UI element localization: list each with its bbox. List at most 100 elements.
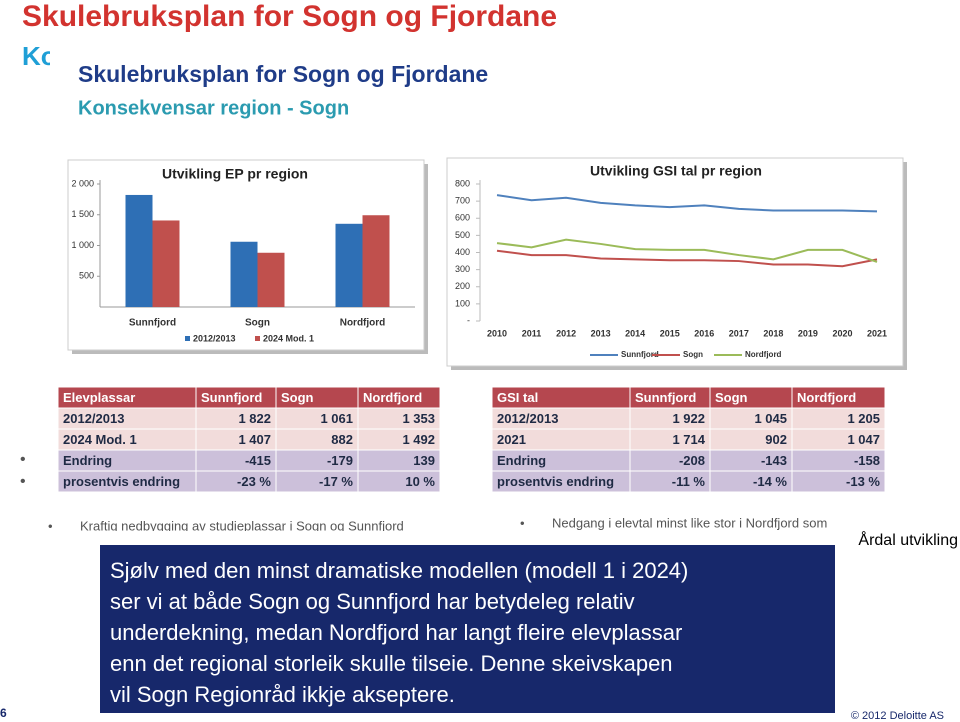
x-tick-label: 2014 bbox=[625, 328, 645, 338]
bullet-text: Nedgang i elevtal minst like stor i Nord… bbox=[552, 515, 827, 530]
callout-line: ser vi at både Sogn og Sunnfjord har bet… bbox=[110, 589, 635, 614]
x-tick-label: 2018 bbox=[763, 328, 783, 338]
table-cell-text: -143 bbox=[761, 453, 787, 468]
y-tick-label: 200 bbox=[455, 281, 470, 291]
legend-swatch bbox=[255, 336, 260, 341]
bullet: • bbox=[20, 451, 26, 468]
x-tick-label: 2015 bbox=[660, 328, 680, 338]
table-cell-text: 1 714 bbox=[672, 432, 705, 447]
bullet: • bbox=[520, 515, 525, 530]
table-cell-text: -208 bbox=[679, 453, 705, 468]
table-cell-text: 2024 Mod. 1 bbox=[63, 432, 137, 447]
chart-title: Utvikling GSI tal pr region bbox=[590, 163, 762, 179]
y-tick-label: 300 bbox=[455, 264, 470, 274]
page-number: 6 bbox=[0, 706, 7, 720]
table-cell-text: 1 492 bbox=[402, 432, 435, 447]
y-tick-label: 500 bbox=[79, 271, 94, 281]
x-tick-label: 2013 bbox=[591, 328, 611, 338]
table-cell-text: 1 922 bbox=[672, 411, 705, 426]
bar bbox=[125, 194, 153, 307]
x-tick-label: 2012 bbox=[556, 328, 576, 338]
table-cell bbox=[357, 470, 441, 493]
bar bbox=[152, 220, 180, 307]
table-header: Sogn bbox=[281, 390, 314, 405]
slide-title: Skulebruksplan for Sogn og Fjordane bbox=[22, 0, 557, 33]
table-header: GSI tal bbox=[497, 390, 538, 405]
table-cell-text: Endring bbox=[63, 453, 112, 468]
y-tick-label: 100 bbox=[455, 298, 470, 308]
y-tick-label: - bbox=[467, 315, 470, 325]
bullet-text: Kraftig nedbygging av studieplassar i So… bbox=[80, 518, 404, 533]
table-cell-text: -13 % bbox=[846, 474, 880, 489]
legend-label: Nordfjord bbox=[745, 350, 782, 359]
table-cell-text: 1 045 bbox=[754, 411, 787, 426]
footer: © 2012 Deloitte AS bbox=[851, 710, 944, 722]
table-cell-text: 1 353 bbox=[402, 411, 435, 426]
bar bbox=[335, 223, 363, 307]
table-cell-text: 1 047 bbox=[847, 432, 880, 447]
x-tick-label: 2017 bbox=[729, 328, 749, 338]
table-header: Sogn bbox=[715, 390, 748, 405]
table-cell-text: 2012/2013 bbox=[63, 411, 124, 426]
x-tick-label: 2019 bbox=[798, 328, 818, 338]
table-cell-text: -158 bbox=[854, 453, 880, 468]
panel-subtitle: Konsekvensar region - Sogn bbox=[78, 97, 349, 119]
x-tick-label: 2016 bbox=[694, 328, 714, 338]
y-tick-label: 700 bbox=[455, 196, 470, 206]
bullet: • bbox=[20, 473, 26, 490]
y-tick-label: 1 000 bbox=[71, 240, 94, 250]
legend-label: 2012/2013 bbox=[193, 333, 236, 343]
y-tick-label: 1 500 bbox=[71, 209, 94, 219]
table-header: Sunnfjord bbox=[635, 390, 696, 405]
legend-label: 2024 Mod. 1 bbox=[263, 333, 314, 343]
chart-box bbox=[446, 157, 904, 367]
table-header: Elevplassar bbox=[63, 390, 135, 405]
x-tick-label: 2021 bbox=[867, 328, 887, 338]
x-tick-label: Sunnfjord bbox=[129, 318, 176, 329]
legend-label: Sunnfjord bbox=[621, 350, 659, 359]
y-tick-label: 2 000 bbox=[71, 178, 94, 188]
series-line bbox=[496, 238, 878, 263]
table-cell-text: -14 % bbox=[753, 474, 787, 489]
table-cell-text: -11 % bbox=[672, 474, 706, 489]
callout-line: enn det regional storleik skulle tilseie… bbox=[110, 651, 673, 676]
y-tick-label: 800 bbox=[455, 178, 470, 188]
x-tick-label: 2010 bbox=[487, 328, 507, 338]
table-header: Nordfjord bbox=[363, 390, 422, 405]
table-cell-text: 2021 bbox=[497, 432, 526, 447]
callout-line: underdekning, medan Nordfjord har langt … bbox=[110, 620, 682, 645]
bar bbox=[362, 215, 390, 307]
table-cell-text: 1 061 bbox=[320, 411, 353, 426]
side-note: Årdal utvikling bbox=[858, 530, 958, 549]
x-tick-label: Nordfjord bbox=[340, 318, 386, 329]
table-cell-text: prosentvis endring bbox=[63, 474, 180, 489]
table-header: Nordfjord bbox=[797, 390, 856, 405]
legend-label: Sogn bbox=[683, 350, 703, 359]
table-cell-text: -23 % bbox=[237, 474, 271, 489]
bar bbox=[230, 241, 258, 307]
bullet: • bbox=[48, 518, 53, 533]
callout-box bbox=[100, 545, 835, 713]
table-cell-text: 1 822 bbox=[238, 411, 271, 426]
series-line bbox=[496, 249, 878, 268]
x-tick-label: Sogn bbox=[245, 318, 270, 329]
legend-swatch bbox=[185, 336, 190, 341]
x-tick-label: 2020 bbox=[832, 328, 852, 338]
callout-line: vil Sogn Regionråd ikkje akseptere. bbox=[110, 682, 455, 707]
table-cell-text: 10 % bbox=[405, 474, 435, 489]
table-cell-text: 882 bbox=[331, 432, 353, 447]
callout-line: Sjølv med den minst dramatiske modellen … bbox=[110, 558, 688, 583]
series-line bbox=[496, 194, 878, 213]
table-cell-text: -17 % bbox=[319, 474, 353, 489]
y-tick-label: 500 bbox=[455, 230, 470, 240]
table-cell-text: prosentvis endring bbox=[497, 474, 614, 489]
table-header: Sunnfjord bbox=[201, 390, 262, 405]
x-tick-label: 2011 bbox=[522, 328, 542, 338]
y-tick-label: 400 bbox=[455, 247, 470, 257]
table-cell-text: Endring bbox=[497, 453, 546, 468]
table-cell-text: 902 bbox=[765, 432, 787, 447]
bar bbox=[257, 252, 285, 307]
table-cell-text: -179 bbox=[327, 453, 353, 468]
chart-title: Utvikling EP pr region bbox=[162, 166, 308, 182]
